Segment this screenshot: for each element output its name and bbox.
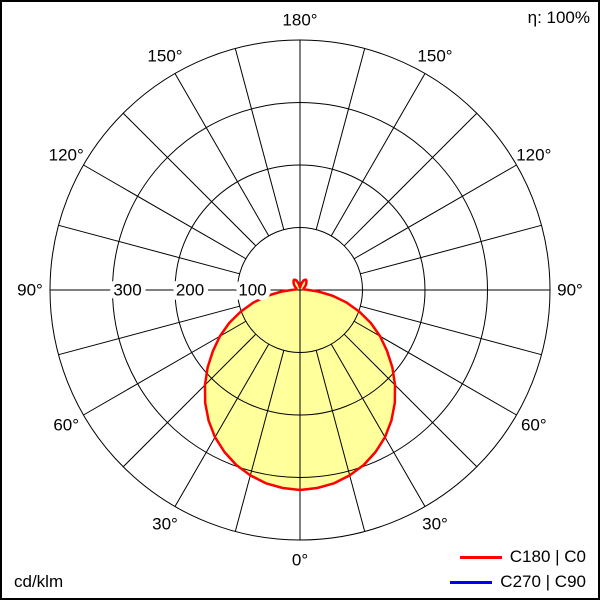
angle-label: 0° bbox=[292, 551, 308, 570]
angle-label: 30° bbox=[152, 514, 178, 533]
grid-spoke bbox=[360, 224, 542, 275]
angle-label: 30° bbox=[422, 514, 448, 533]
efficiency-label: η: 100% bbox=[527, 8, 590, 27]
radial-tick-label: 200 bbox=[176, 281, 204, 300]
polar-grid bbox=[49, 39, 551, 541]
grid-spoke bbox=[315, 350, 366, 532]
radial-tick-label: 100 bbox=[238, 281, 266, 300]
grid-spoke bbox=[58, 224, 240, 275]
grid-spoke bbox=[58, 305, 240, 356]
legend-label-c0: C180 | C0 bbox=[509, 547, 586, 566]
angle-label: 120° bbox=[516, 146, 551, 165]
legend-line-c90-icon bbox=[450, 580, 493, 584]
grid-spoke bbox=[343, 112, 478, 247]
legend: C180 | C0 C270 | C90 bbox=[450, 547, 586, 592]
angle-label: 90° bbox=[17, 281, 43, 300]
chart-labels: 0° 30° 30° 60° 60° 90° 90° 120° 120° 150° 150° 180°… bbox=[17, 11, 583, 570]
grid-spoke bbox=[234, 350, 285, 532]
grid-spoke bbox=[330, 73, 426, 237]
legend-item-c0: C180 | C0 bbox=[450, 547, 586, 567]
angle-label: 60° bbox=[521, 416, 547, 435]
grid-spoke bbox=[360, 305, 542, 356]
grid-spoke bbox=[122, 333, 257, 468]
intensity-curve bbox=[203, 278, 397, 492]
grid-spoke bbox=[83, 164, 247, 260]
angle-label: 60° bbox=[53, 416, 79, 435]
angle-label: 120° bbox=[49, 146, 84, 165]
legend-line-c0-icon bbox=[459, 555, 502, 559]
grid-spoke bbox=[174, 343, 270, 507]
grid-spoke bbox=[343, 333, 478, 468]
legend-item-c90: C270 | C90 bbox=[450, 572, 586, 592]
grid-spoke bbox=[315, 48, 366, 230]
grid-spoke bbox=[353, 164, 517, 260]
grid-spoke bbox=[330, 343, 426, 507]
angle-label: 180° bbox=[282, 11, 317, 30]
angle-label: 150° bbox=[417, 47, 452, 66]
angle-label: 150° bbox=[147, 47, 182, 66]
angle-label: 90° bbox=[557, 281, 583, 300]
grid-spoke bbox=[174, 73, 270, 237]
grid-spoke bbox=[122, 112, 257, 247]
radial-tick-label: 300 bbox=[113, 281, 141, 300]
unit-label: cd/klm bbox=[14, 572, 64, 591]
grid-spoke bbox=[234, 48, 285, 230]
legend-label-c90: C270 | C90 bbox=[500, 572, 586, 591]
